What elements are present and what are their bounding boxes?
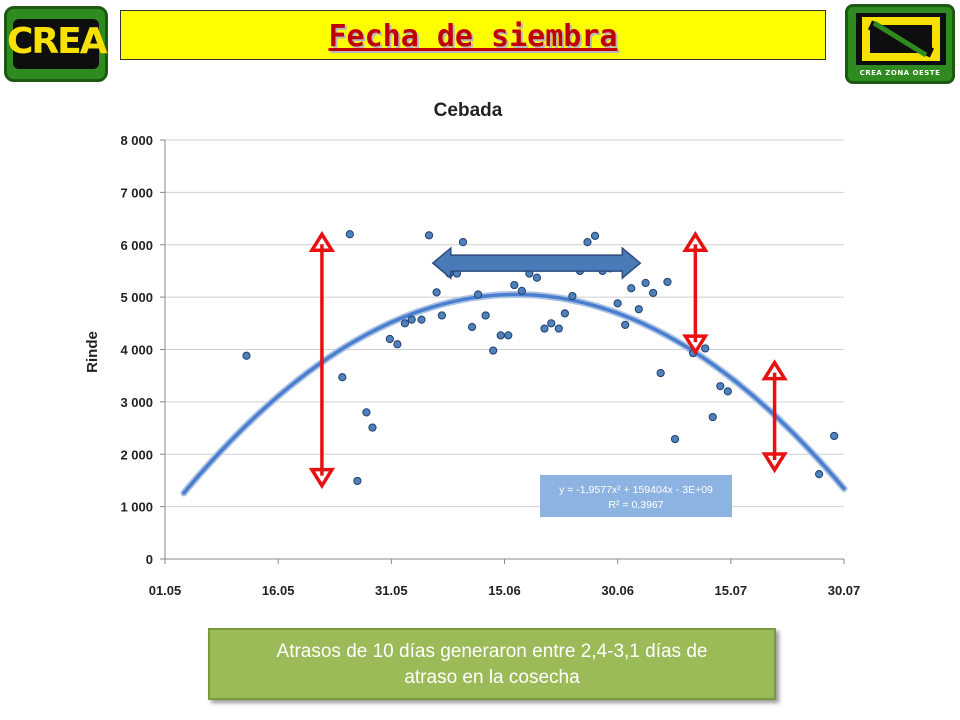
data-point [568, 291, 577, 301]
data-point [424, 231, 434, 240]
logo-right-emblem-icon [862, 17, 940, 61]
y-tick-label: 2 000 [120, 447, 153, 462]
y-tick-label: 3 000 [120, 395, 153, 410]
trendline-curve [182, 292, 846, 495]
data-point [467, 322, 477, 332]
data-point [670, 434, 680, 444]
slide-title: Fecha de siembra [328, 19, 618, 54]
trendline-equation: y = -1,9577x² + 159404x - 3E+09 [559, 484, 713, 496]
y-tick-label: 1 000 [120, 500, 153, 515]
y-tick-label: 8 000 [120, 133, 153, 148]
data-point [547, 319, 556, 328]
data-point [481, 311, 490, 320]
red-arrow-head-up [308, 230, 336, 253]
red-arrow-head-down [682, 334, 709, 356]
chart-title: Cebada [434, 100, 503, 121]
y-axis-label: Rinde [84, 331, 101, 373]
x-tick-label: 30.07 [828, 583, 861, 598]
red-arrow-head-up [682, 230, 709, 253]
data-point [708, 412, 717, 422]
callout-line-2: atraso en la cosecha [404, 667, 580, 688]
data-point [649, 288, 658, 298]
y-tick-label: 5 000 [120, 290, 153, 305]
data-point [496, 331, 505, 340]
x-tick-label: 31.05 [375, 583, 408, 598]
data-point [437, 311, 446, 320]
crea-logo-left: CREA [4, 6, 108, 82]
y-tick-labels: 0 1 000 2 000 3 000 4 000 5 000 6 000 7 000 8 00… [120, 133, 153, 567]
red-arrow-head-down [761, 452, 788, 474]
data-point [473, 290, 483, 299]
crea-zona-oeste-logo: CREA ZONA OESTE [845, 4, 955, 84]
logo-right-background [856, 13, 946, 65]
data-point [532, 273, 542, 282]
red-arrow-head-up [761, 359, 788, 381]
data-point [583, 238, 592, 247]
logo-left-text: CREA [7, 21, 108, 62]
data-point [385, 334, 394, 344]
data-point [517, 286, 526, 295]
data-point [417, 315, 426, 324]
data-point [830, 431, 839, 441]
data-point [458, 238, 468, 247]
data-point [353, 476, 362, 486]
data-point [554, 324, 563, 333]
logo-right-text: CREA ZONA OESTE [859, 69, 941, 77]
data-point [362, 408, 371, 417]
data-point [489, 346, 498, 355]
y-tick-label: 0 [146, 552, 153, 567]
data-point [400, 319, 410, 328]
data-point [242, 351, 251, 360]
annotation-arrows [308, 230, 788, 489]
data-point [656, 368, 665, 378]
callout-line-1: Atrasos de 10 días generaron entre 2,4-3… [276, 641, 708, 662]
data-point [540, 324, 549, 333]
data-point [510, 280, 519, 290]
trendline-r-squared: R² = 0,3967 [608, 499, 663, 511]
red-arrow-head-down [308, 467, 336, 489]
y-tick-label: 4 000 [120, 343, 153, 358]
conclusion-callout: Atrasos de 10 días generaron entre 2,4-3… [208, 628, 776, 700]
data-point [627, 284, 636, 293]
data-point [815, 470, 824, 479]
data-point [716, 382, 725, 391]
data-point [641, 278, 650, 288]
data-point [663, 277, 672, 287]
x-tick-label: 16.05 [262, 583, 295, 598]
x-tick-label: 30.06 [601, 583, 634, 598]
y-tick-label: 6 000 [120, 238, 153, 253]
data-point [701, 344, 710, 353]
x-tick-label: 15.07 [715, 583, 748, 598]
data-point [723, 387, 732, 396]
data-point [407, 315, 416, 324]
data-point [338, 373, 347, 382]
trendline-equation-box: y = -1,9577x² + 159404x - 3E+09 R² = 0,3… [540, 475, 732, 517]
data-point [590, 231, 600, 240]
x-tick-label: 01.05 [149, 583, 182, 598]
logo-left-background [13, 19, 99, 69]
data-point [393, 340, 402, 349]
data-point [345, 230, 354, 239]
data-point [504, 331, 513, 340]
data-point [621, 320, 630, 329]
grid-lines [160, 139, 844, 560]
data-point [432, 288, 441, 297]
title-bar: Fecha de siembra [120, 10, 826, 60]
data-point [560, 309, 569, 318]
data-point [634, 305, 643, 314]
equation-box-background [540, 475, 732, 517]
x-tick-label: 15.06 [488, 583, 521, 598]
x-tick-labels: 01.05 16.05 31.05 15.06 30.06 15.07 30.07 [149, 559, 861, 598]
data-point [613, 299, 622, 308]
data-point [368, 423, 377, 432]
y-tick-label: 7 000 [120, 185, 153, 200]
blue-double-arrow [431, 246, 642, 280]
